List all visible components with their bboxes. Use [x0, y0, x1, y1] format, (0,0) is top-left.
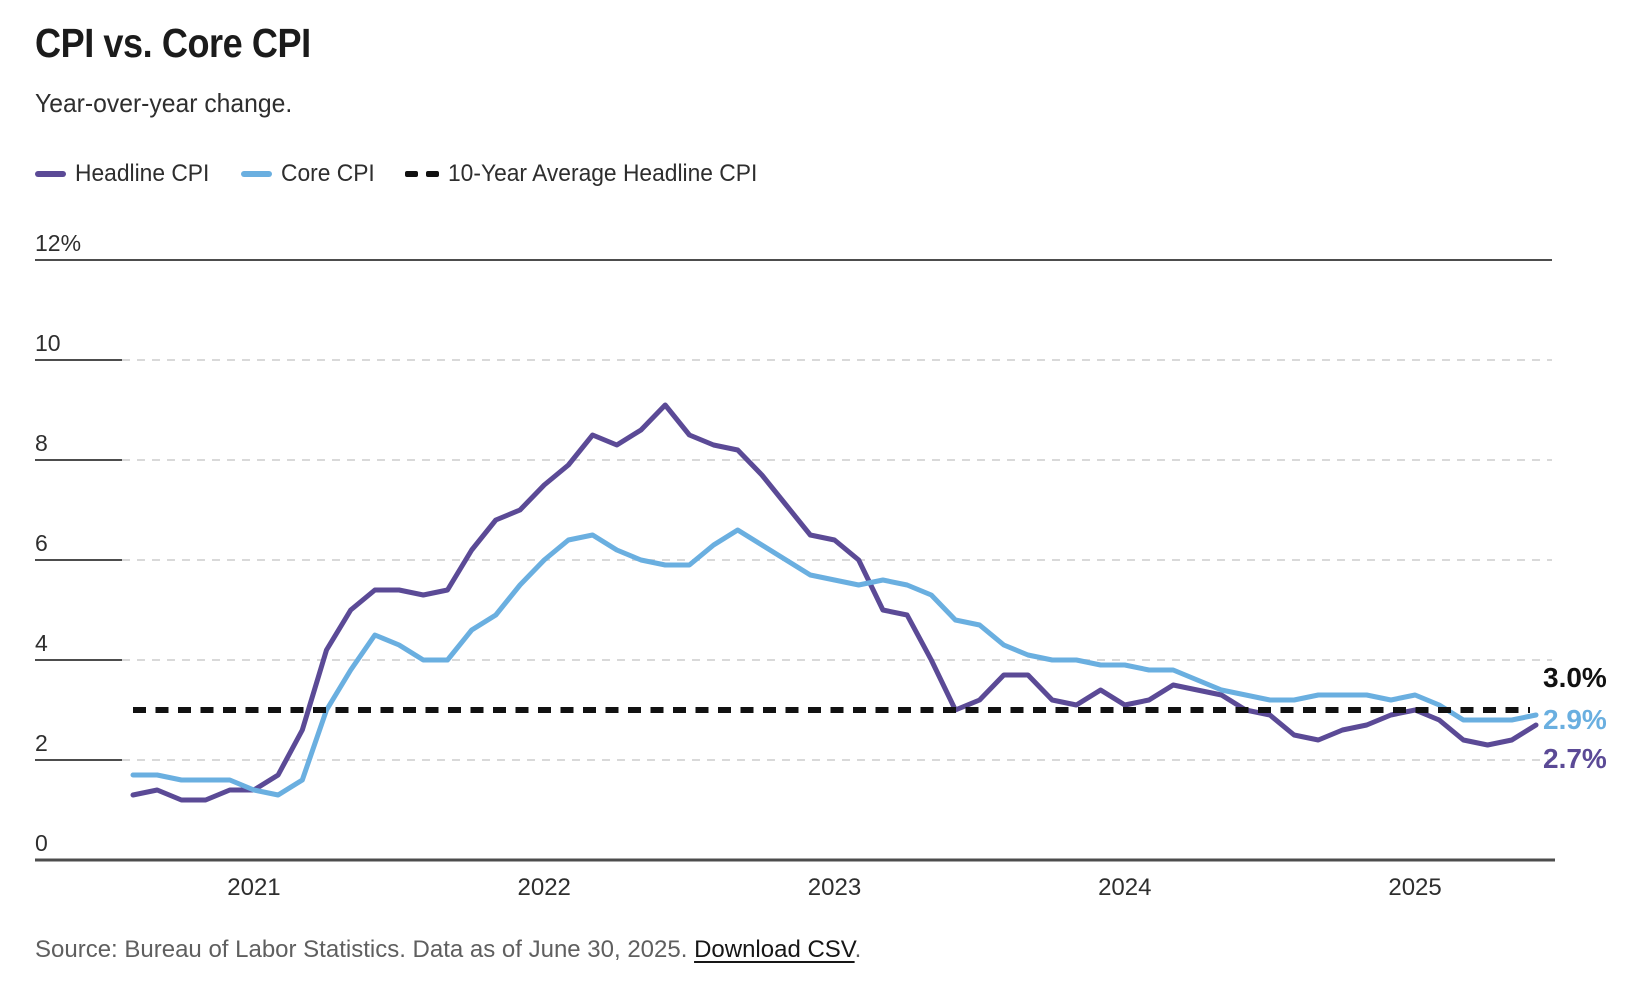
legend-item-10yr-average: 10-Year Average Headline CPI: [405, 160, 774, 188]
y-axis-label: 12%: [35, 230, 81, 256]
y-axis-label: 2: [35, 730, 48, 756]
core-cpi-line: [130, 527, 1539, 798]
legend-label-headline-cpi: Headline CPI: [75, 160, 210, 187]
download-csv-link[interactable]: Download CSV: [694, 936, 855, 963]
legend-label-10yr-average: 10-Year Average Headline CPI: [448, 160, 758, 187]
y-axis-label: 4: [35, 630, 48, 656]
y-axis-label: 6: [35, 530, 48, 556]
headline-cpi-value-label: 2.7%: [1543, 743, 1607, 774]
legend-item-core-cpi: Core CPI: [241, 160, 380, 188]
x-axis-label: 2022: [518, 874, 571, 901]
y-axis-label: 8: [35, 430, 48, 456]
x-axis-label: 2024: [1098, 874, 1151, 901]
source-suffix: .: [854, 936, 862, 963]
x-axis-label: 2025: [1388, 874, 1441, 901]
headline-cpi-line-swatch-icon: [35, 171, 66, 177]
average-value-label: 3.0%: [1543, 662, 1607, 693]
source-row: Source: Bureau of Labor Statistics. Data…: [35, 936, 861, 964]
headline-cpi-line: [130, 402, 1539, 803]
core-cpi-line-swatch-icon: [241, 171, 273, 177]
y-axis-label: 0: [35, 830, 48, 856]
chart-legend: Headline CPI Core CPI 10-Year Average He…: [35, 160, 774, 188]
chart-subtitle: Year-over-year change.: [35, 88, 293, 118]
x-axis-label: 2021: [227, 874, 280, 901]
y-axis-label: 10: [35, 330, 61, 356]
core-cpi-value-label: 2.9%: [1543, 704, 1607, 735]
legend-label-core-cpi: Core CPI: [281, 160, 376, 187]
dashed-line-swatch-icon: [405, 171, 440, 177]
source-note: Source: Bureau of Labor Statistics. Data…: [35, 936, 695, 963]
chart-title: CPI vs. Core CPI: [35, 20, 311, 66]
legend-item-headline-cpi: Headline CPI: [35, 160, 216, 188]
x-axis-label: 2023: [808, 874, 861, 901]
